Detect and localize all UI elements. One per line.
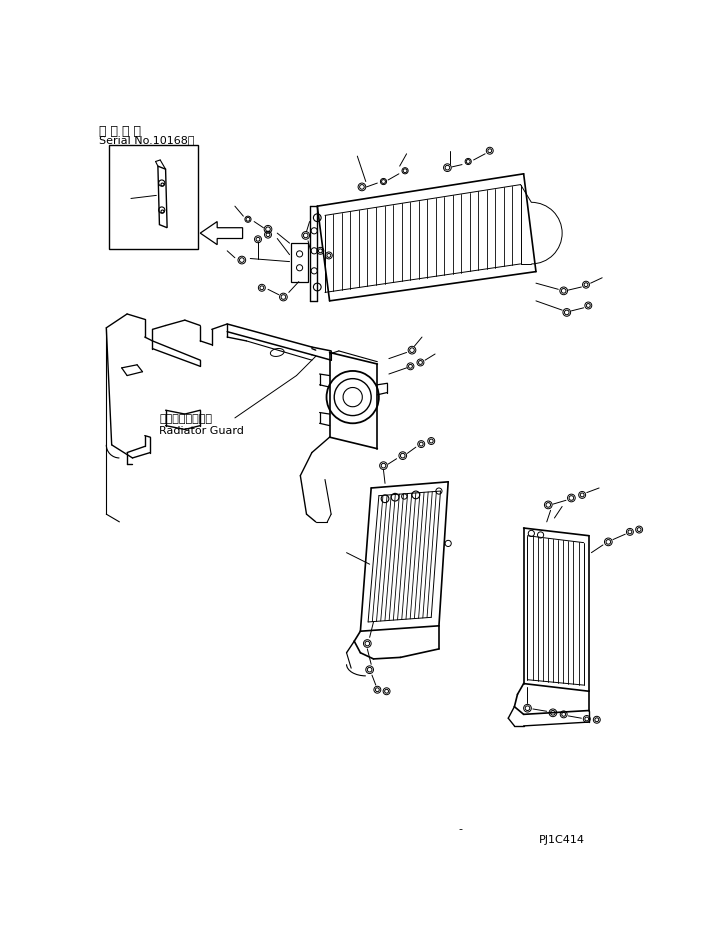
Text: -: - [458, 824, 462, 833]
Text: ラジエータガード: ラジエータガード [160, 414, 212, 424]
Polygon shape [200, 222, 243, 245]
Text: PJ1C414: PJ1C414 [539, 835, 585, 846]
Bar [109, 144, 198, 248]
Text: Radiator Guard: Radiator Guard [160, 426, 244, 436]
Text: Serial No.10168～: Serial No.10168～ [99, 136, 194, 145]
Bar [291, 243, 308, 282]
Text: 通 用 号 機: 通 用 号 機 [99, 124, 141, 137]
